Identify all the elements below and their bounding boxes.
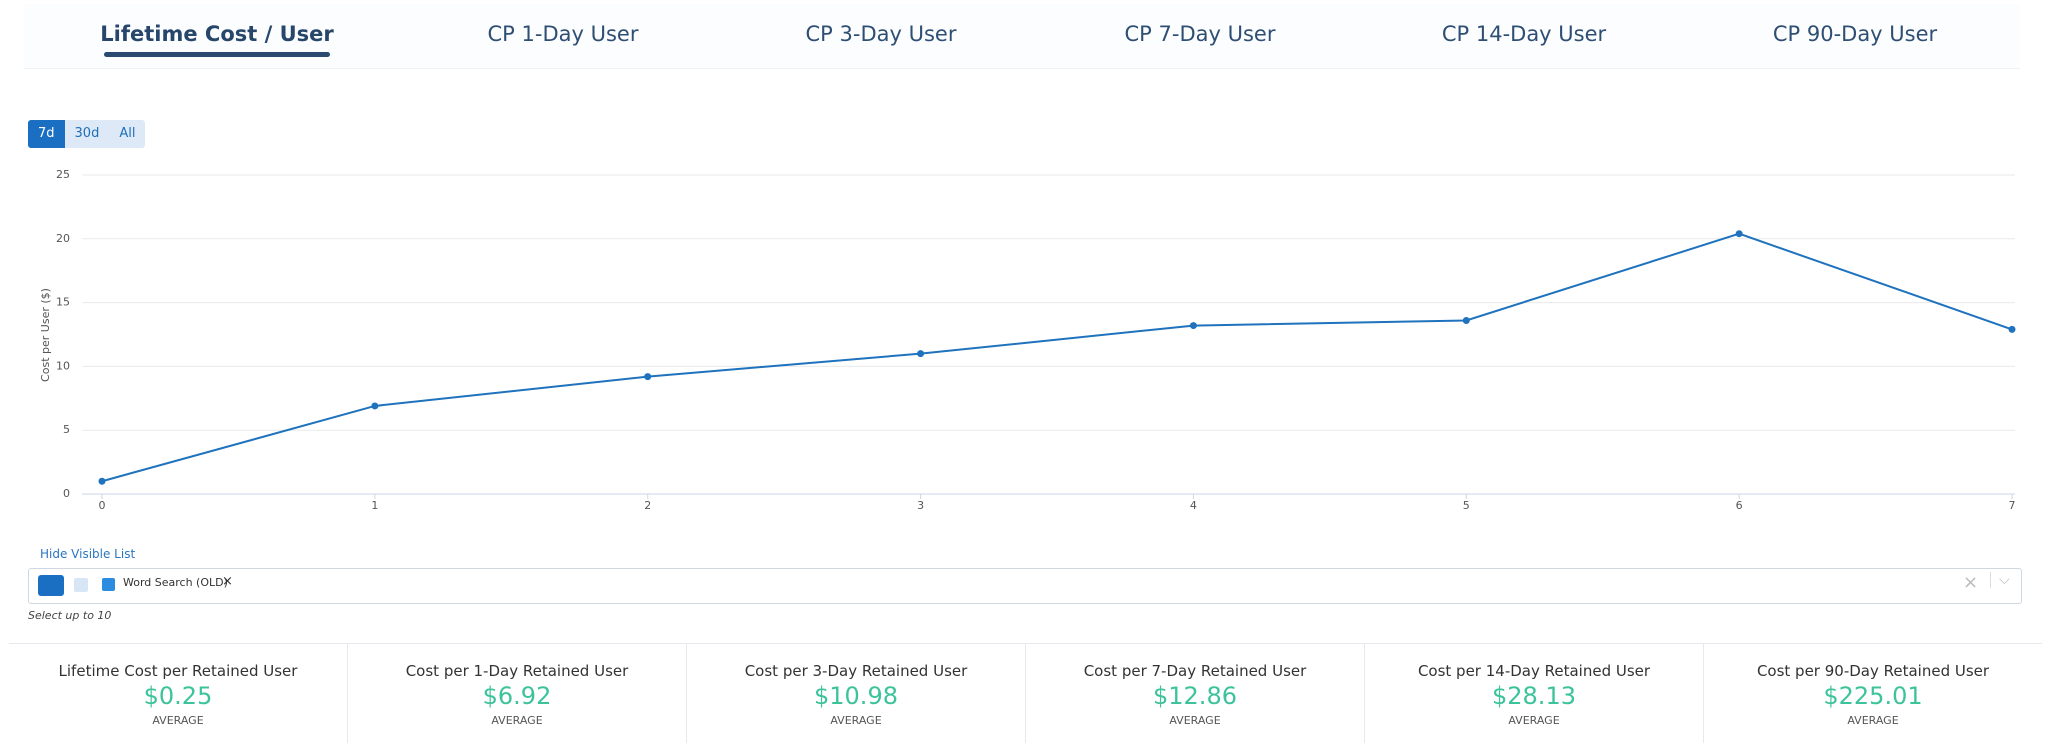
summary-value: $225.01 <box>1823 682 1923 710</box>
tab-bar <box>24 4 2020 69</box>
tab[interactable]: Lifetime Cost / User <box>100 22 334 46</box>
x-tick-label: 4 <box>1190 499 1197 512</box>
summary-value: $0.25 <box>143 682 213 710</box>
summary-title: Cost per 14-Day Retained User <box>1417 662 1651 680</box>
summary-label: AVERAGE <box>152 714 204 727</box>
summary-cell: Cost per 1-Day Retained User $6.92 AVERAGE <box>348 644 687 743</box>
y-tick-label: 10 <box>56 359 70 372</box>
y-tick-label: 20 <box>56 232 70 245</box>
point <box>98 477 106 485</box>
tab[interactable]: CP 3-Day User <box>805 22 957 46</box>
color-swatch <box>38 575 64 596</box>
hint: Select up to 10 <box>28 609 112 622</box>
point <box>1189 322 1197 330</box>
dropdown-button[interactable]: ⌵ <box>1990 572 2010 588</box>
app-icon <box>102 578 115 591</box>
range-button[interactable]: 7d <box>28 120 65 148</box>
y-tick-label: 5 <box>63 423 70 436</box>
chip-remove[interactable]: × <box>222 574 233 589</box>
point <box>1735 230 1743 238</box>
summary-title: Cost per 1-Day Retained User <box>405 662 629 680</box>
y-tick-label: 15 <box>56 296 70 309</box>
summary-value: $12.86 <box>1153 682 1237 710</box>
summary-label: AVERAGE <box>1508 714 1560 727</box>
summary-cell: Cost per 3-Day Retained User $10.98 AVERAG… <box>687 644 1026 743</box>
x-tick-label: 7 <box>2009 499 2016 512</box>
y-tick-label: 0 <box>63 487 70 500</box>
summary-label: AVERAGE <box>1169 714 1221 727</box>
hide-list-toggle[interactable]: Hide Visible List <box>40 547 136 561</box>
tab[interactable]: CP 90-Day User <box>1772 22 1938 46</box>
filter-box[interactable] <box>28 568 2022 604</box>
summary-title: Cost per 90-Day Retained User <box>1756 662 1990 680</box>
summary-value: $10.98 <box>814 682 898 710</box>
icon <box>74 578 88 592</box>
summary-value: $6.92 <box>482 682 552 710</box>
point <box>2008 325 2016 333</box>
x-tick-label: 3 <box>917 499 924 512</box>
y-axis-label: Cost per User ($) <box>39 288 52 382</box>
tab[interactable]: CP 7-Day User <box>1124 22 1276 46</box>
summary-row: Lifetime Cost per Retained User $0.25 AVER… <box>9 643 2042 743</box>
summary-cell: Cost per 90-Day Retained User $225.01 AVER… <box>1704 644 2042 743</box>
point <box>644 373 652 381</box>
range-button[interactable]: All <box>119 126 136 141</box>
y-tick-label: 25 <box>56 168 70 181</box>
x-tick-label: 5 <box>1463 499 1470 512</box>
x-tick-label: 0 <box>99 499 106 512</box>
point <box>1462 316 1470 324</box>
summary-label: AVERAGE <box>491 714 543 727</box>
tab[interactable]: CP 14-Day User <box>1441 22 1607 46</box>
summary-label: AVERAGE <box>1847 714 1899 727</box>
point <box>371 402 379 410</box>
summary-title: Cost per 3-Day Retained User <box>744 662 968 680</box>
chart: Cost per User ($) 0 5 10 15 20 25 0 1 2 3 4 5 6 7 <box>39 168 2016 512</box>
clear-button[interactable]: × <box>1963 572 1979 593</box>
active-underline <box>104 52 330 57</box>
range-buttons: 7d 30d All <box>28 120 146 148</box>
summary-title: Lifetime Cost per Retained User <box>58 662 298 680</box>
point <box>917 350 925 358</box>
summary-label: AVERAGE <box>830 714 882 727</box>
x-tick-label: 1 <box>371 499 378 512</box>
summary-cell: Cost per 7-Day Retained User $12.86 AVERAG… <box>1026 644 1365 743</box>
summary-cell: Cost per 14-Day Retained User $28.13 AVERA… <box>1365 644 1704 743</box>
summary-value: $28.13 <box>1492 682 1576 710</box>
tab[interactable]: CP 1-Day User <box>487 22 639 46</box>
x-tick-label: 6 <box>1736 499 1743 512</box>
summary-cell: Lifetime Cost per Retained User $0.25 AVER… <box>9 644 348 743</box>
summary-title: Cost per 7-Day Retained User <box>1083 662 1307 680</box>
range-button[interactable]: 30d <box>74 126 100 141</box>
chip-label: Word Search (OLD) <box>123 576 228 589</box>
line <box>101 232 2013 483</box>
x-tick-label: 2 <box>644 499 651 512</box>
